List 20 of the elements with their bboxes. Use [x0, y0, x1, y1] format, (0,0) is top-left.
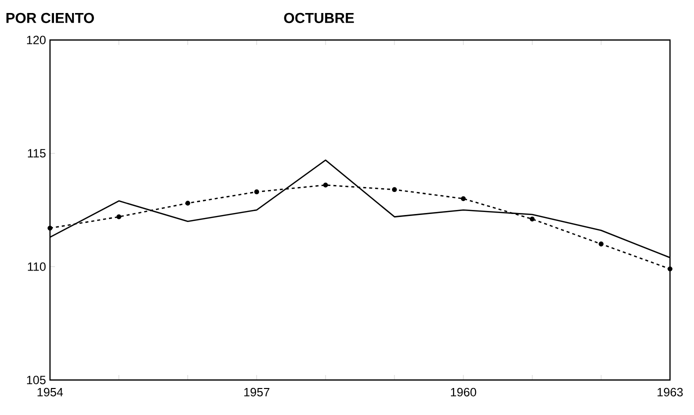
point	[323, 182, 328, 188]
chart-title: OCTUBRE	[284, 12, 354, 24]
point	[530, 216, 535, 222]
point	[185, 200, 190, 206]
point	[460, 196, 466, 202]
x-tick-label: 1963	[658, 388, 683, 396]
x-tick-label: 1957	[244, 388, 270, 396]
y-tick-label: 105	[27, 376, 46, 384]
y-tick-label: 115	[28, 149, 46, 158]
x-tick-label: 1960	[450, 388, 476, 396]
point	[598, 242, 604, 246]
y-tick-label: 110	[28, 262, 46, 271]
point	[668, 266, 672, 272]
point	[116, 214, 122, 220]
point	[392, 187, 397, 192]
point	[254, 189, 260, 194]
point	[48, 226, 52, 231]
y-axis-title: POR CIENTO	[6, 12, 94, 24]
x-tick-label: 1954	[38, 388, 63, 396]
y-tick-label: 120	[27, 36, 46, 44]
